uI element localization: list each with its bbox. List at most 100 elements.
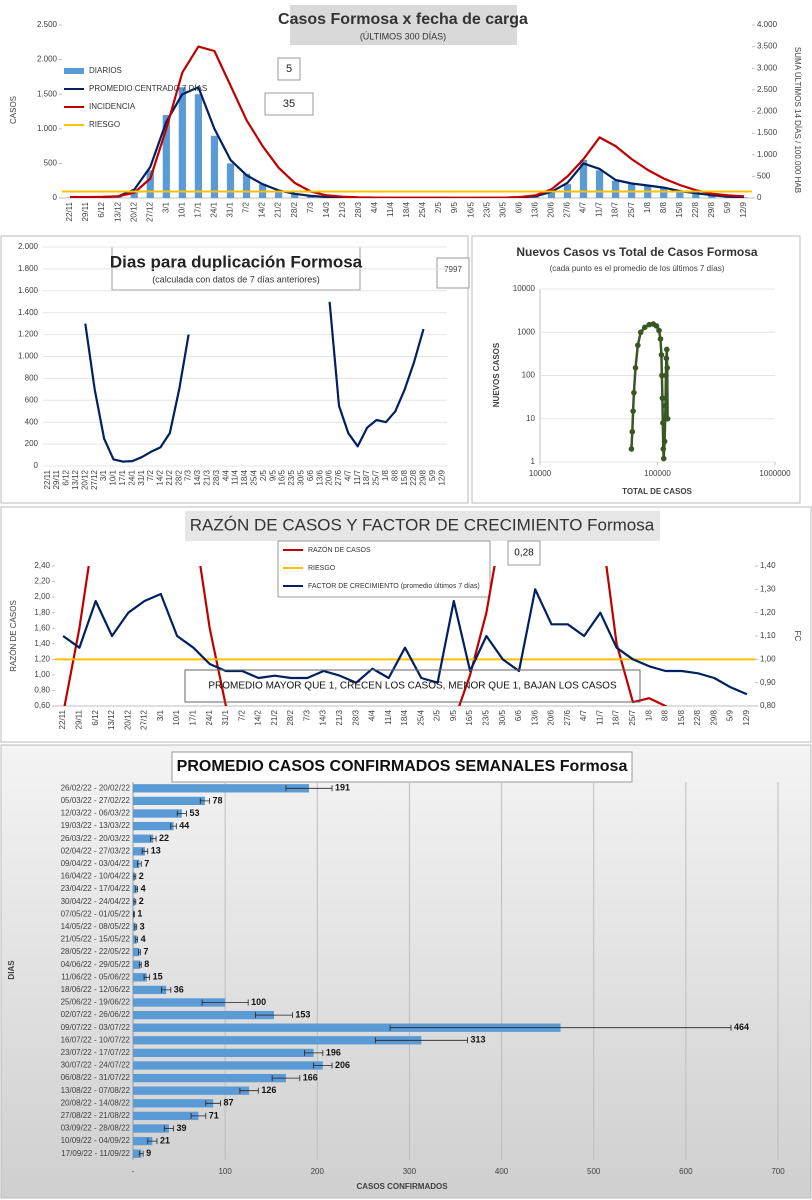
y-tick-label: 1,40 bbox=[34, 639, 50, 648]
value-label: 9 bbox=[146, 1148, 151, 1158]
x-tick-label: 3/1 bbox=[161, 201, 170, 213]
y2-tick-label: 1,40 bbox=[760, 561, 776, 570]
x-tick-label: 20/6 bbox=[325, 469, 334, 485]
x-tick-label: 29/11 bbox=[52, 469, 61, 489]
title: Dias para duplicación Formosa bbox=[110, 252, 363, 271]
x-tick-label: 22/8 bbox=[693, 709, 702, 725]
x-tick-label: 6/6 bbox=[514, 709, 523, 721]
error-bar bbox=[190, 1112, 207, 1119]
point bbox=[653, 323, 660, 329]
x-tick-label: 23/5 bbox=[482, 201, 491, 217]
y2-label: SUMA ÚLTIMOS 14 DÍAS / 100.000 HAB bbox=[793, 47, 802, 193]
y-tick-label: 09/07/22 - 03/07/22 bbox=[61, 1023, 131, 1032]
x-tick-label: 27/12 bbox=[145, 201, 154, 222]
x-tick-label: 18/4 bbox=[402, 201, 411, 217]
y-tick-label: 03/09/22 - 28/08/22 bbox=[61, 1124, 131, 1133]
error-bar bbox=[285, 785, 333, 792]
value-label: 36 bbox=[174, 984, 184, 994]
value-label: 22 bbox=[159, 833, 169, 843]
x-tick-label: - bbox=[132, 1167, 135, 1176]
error-bar bbox=[374, 1037, 468, 1044]
x-tick-label: 25/4 bbox=[418, 201, 427, 217]
x-label: CASOS CONFIRMADOS bbox=[356, 1182, 448, 1191]
bar bbox=[547, 192, 556, 198]
x-tick-label: 4/4 bbox=[221, 469, 230, 481]
y-tick-label: 10000 bbox=[513, 284, 536, 293]
title: PROMEDIO CASOS CONFIRMADOS SEMANALES For… bbox=[177, 758, 628, 775]
point bbox=[630, 408, 636, 414]
x-tick-label: 10000 bbox=[529, 469, 552, 478]
x-tick-label: 5/9 bbox=[428, 469, 437, 481]
x-tick-label: 18/7 bbox=[362, 469, 371, 485]
error-bar bbox=[161, 986, 172, 993]
x-tick-label: 11/4 bbox=[386, 201, 395, 217]
x-tick-label: 14/3 bbox=[319, 709, 328, 725]
value-label: 206 bbox=[335, 1060, 350, 1070]
point bbox=[664, 346, 670, 353]
y-tick-label: 19/03/22 - 13/03/22 bbox=[61, 821, 131, 830]
x-tick-label: 22/8 bbox=[691, 201, 700, 217]
y-tick-label: 1,00 bbox=[34, 670, 50, 679]
x-tick-label: 28/2 bbox=[286, 709, 295, 725]
bar bbox=[133, 998, 226, 1007]
value-label: 3 bbox=[140, 921, 145, 931]
error-bar bbox=[170, 823, 177, 830]
title-box bbox=[171, 751, 633, 783]
x-tick-label: 15/8 bbox=[675, 201, 684, 217]
point bbox=[631, 389, 637, 396]
y-tick-label: 13/08/22 - 07/08/22 bbox=[61, 1086, 131, 1095]
x-tick-label: 2/5 bbox=[259, 469, 268, 481]
bar bbox=[133, 960, 141, 969]
bar bbox=[133, 935, 137, 944]
y-tick-label: 23/04/22 - 17/04/22 bbox=[61, 884, 131, 893]
x-tick-label: 200 bbox=[311, 1167, 325, 1176]
y-tick-label: 1.000 bbox=[37, 124, 58, 133]
value-label: 196 bbox=[326, 1047, 341, 1057]
y-tick-label: 2.500 bbox=[37, 20, 58, 29]
bar bbox=[676, 191, 684, 198]
y2-tick-label: 4.000 bbox=[757, 20, 778, 29]
x-tick-label: 10/1 bbox=[109, 469, 118, 485]
point bbox=[663, 372, 669, 379]
value-label: 21 bbox=[160, 1135, 170, 1145]
point bbox=[664, 365, 671, 371]
y2-label: FC bbox=[793, 631, 802, 642]
annotation-box bbox=[184, 669, 641, 703]
x-tick-label: 14/3 bbox=[193, 469, 202, 485]
y-label: DIAS bbox=[7, 960, 16, 980]
x-tick-label: 21/2 bbox=[274, 201, 283, 217]
bar bbox=[194, 94, 203, 198]
value-label: 15 bbox=[153, 972, 163, 982]
x-tick-label: 24/1 bbox=[205, 709, 214, 725]
error-bar bbox=[133, 911, 135, 918]
point bbox=[635, 342, 641, 349]
bar bbox=[133, 973, 147, 982]
error-bar bbox=[239, 1087, 259, 1094]
value-label: 53 bbox=[189, 808, 199, 818]
error-bar bbox=[147, 1138, 158, 1145]
y-tick-label: 1,20 bbox=[34, 654, 50, 663]
y-tick-label: 800 bbox=[25, 374, 39, 383]
x-tick-label: 13/6 bbox=[530, 201, 539, 217]
y2-tick-label: 3.500 bbox=[757, 42, 778, 51]
title: RAZÓN DE CASOS Y FACTOR DE CRECIMIENTO F… bbox=[190, 515, 655, 534]
y-tick-label: 1 bbox=[531, 457, 536, 466]
point bbox=[628, 446, 635, 452]
x-tick-label: 29/8 bbox=[419, 469, 428, 485]
y-tick-label: 1.000 bbox=[18, 352, 39, 361]
value-label: 4 bbox=[141, 934, 146, 944]
y2-tick-label: 1.000 bbox=[757, 150, 778, 159]
y-tick-label: 11/06/22 - 05/06/22 bbox=[61, 972, 130, 981]
value-label: 39 bbox=[177, 1123, 187, 1133]
legend-label: INCIDENCIA bbox=[89, 102, 136, 111]
x-tick-label: 7/3 bbox=[184, 469, 193, 481]
x-tick-label: 27/6 bbox=[334, 469, 343, 485]
y-tick-label: 18/06/22 - 12/06/22 bbox=[61, 985, 131, 994]
x-tick-label: 3/1 bbox=[156, 709, 165, 721]
point bbox=[660, 420, 666, 426]
x-label: TOTAL DE CASOS bbox=[622, 487, 692, 496]
y-tick-label: 16/07/22 - 10/07/22 bbox=[61, 1035, 131, 1044]
point bbox=[659, 372, 665, 379]
y-tick-label: 12/03/22 - 06/03/22 bbox=[61, 809, 131, 818]
